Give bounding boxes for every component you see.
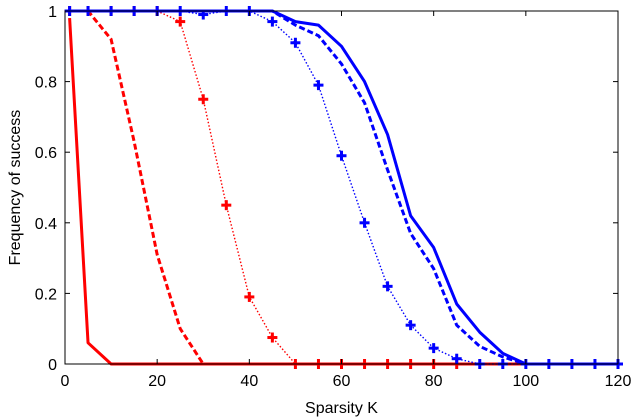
x-tick-label: 120 [605,373,631,390]
data-point-marker [267,16,278,27]
data-point-marker [267,332,278,343]
y-tick-label: 0 [48,357,57,374]
data-point-marker [175,16,186,27]
data-point-marker [221,200,232,211]
y-tick-label: 1 [48,4,57,21]
data-point-marker [336,150,347,161]
x-tick-label: 20 [148,373,166,390]
y-tick-label: 0.6 [35,145,57,162]
x-tick-label: 40 [240,373,258,390]
data-point-marker [198,94,209,105]
x-tick-label: 60 [333,373,351,390]
y-axis-title: Frequency of success [7,110,24,266]
data-point-marker [359,217,370,228]
y-tick-label: 0.4 [35,216,57,233]
x-tick-label: 100 [512,373,539,390]
tick-layer: 0 20 40 60 80 100 120 0 0.2 0.4 0.6 0.8 1 [35,4,631,390]
x-axis-title: Sparsity K [305,400,378,417]
data-point-marker [382,281,393,292]
data-point-marker [313,80,324,91]
plot-area [65,11,618,364]
data-point-marker [405,320,416,331]
y-tick-label: 0.8 [35,75,57,92]
data-point-marker [290,37,301,48]
x-tick-label: 80 [425,373,443,390]
x-tick-label: 0 [61,373,70,390]
data-point-marker [428,343,439,354]
y-tick-label: 0.2 [35,286,57,303]
data-point-marker [244,291,255,302]
data-point-marker [451,353,462,364]
